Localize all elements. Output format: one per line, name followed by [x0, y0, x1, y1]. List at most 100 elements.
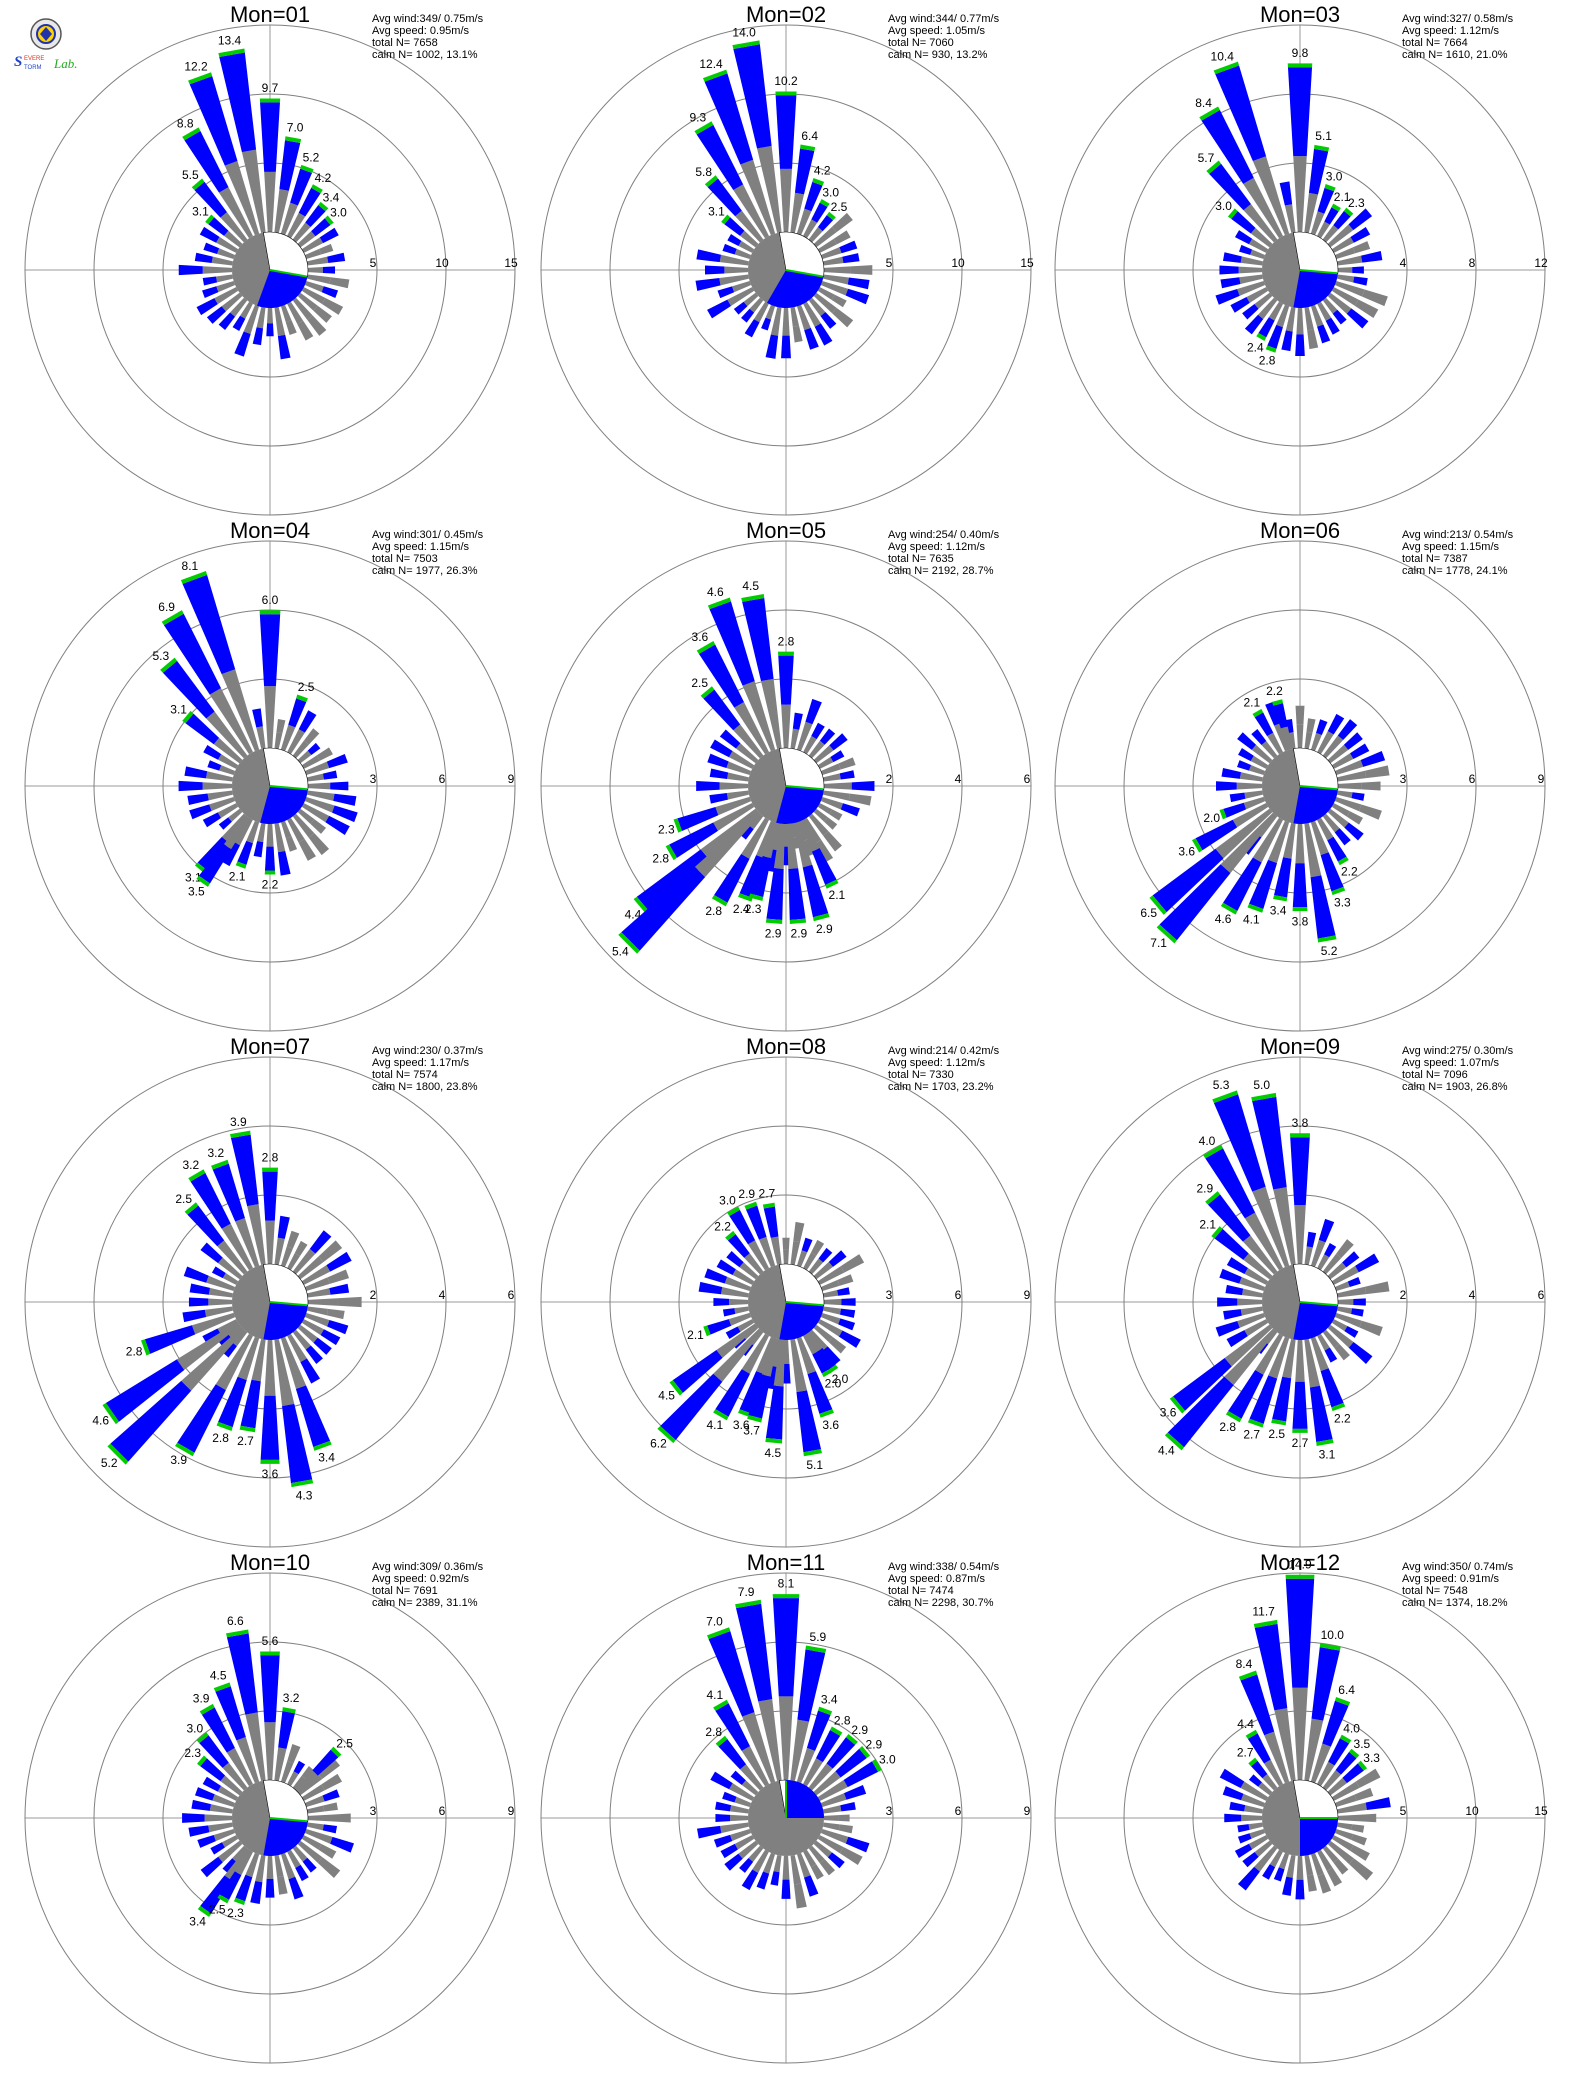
wind-bar-segment [233, 817, 253, 846]
bar-value-label: 2.3 [227, 1906, 244, 1920]
wind-bar-segment [710, 1771, 733, 1790]
wind-bar-segment [1274, 1708, 1296, 1782]
wind-bar-segment [1327, 744, 1349, 764]
wind-bar-segment [292, 1845, 308, 1862]
wind-bar-segment [814, 323, 833, 346]
wind-bar-segment [187, 793, 209, 806]
wind-bar-segment [742, 1712, 776, 1784]
wind-bar-segment [812, 913, 830, 922]
wind-bar-segment [297, 808, 315, 825]
wind-bar-segment [274, 189, 289, 234]
bar-value-label: 5.6 [262, 1634, 279, 1648]
wind-bar-segment [803, 1758, 823, 1787]
wind-bar-segment [1296, 724, 1304, 749]
bar-value-label: 3.4 [318, 1450, 335, 1464]
wind-bar-segment [657, 1426, 676, 1444]
wind-bar-segment [722, 1308, 736, 1317]
ring-tick-label: 6 [955, 1288, 962, 1302]
wind-bar-segment [1240, 1674, 1275, 1736]
wind-bar-segment [292, 813, 315, 838]
wind-bar-segment [240, 1379, 261, 1429]
stats-line: calm N= 2298, 30.7% [888, 1597, 994, 1609]
wind-bar-segment [1354, 299, 1379, 319]
wind-bar-segment [839, 240, 858, 254]
wind-bar-segment [1225, 1411, 1242, 1423]
wind-bar-segment [811, 722, 825, 740]
bar-value-label: 3.1 [192, 205, 209, 219]
wind-bar-segment [1268, 820, 1290, 864]
wind-rose-chart: 5 10 15 2.7 4.4 8.4 11.7 14.9 10.0 6.4 4.03.53.3 Mo… [1054, 1550, 1548, 2064]
wind-bar-segment [1251, 729, 1267, 746]
wind-bar-segment [796, 1390, 822, 1453]
wind-bar-segment [1317, 187, 1335, 214]
wind-bar-segment [1327, 808, 1349, 828]
wind-bar-segment [820, 1793, 847, 1808]
wind-bar-segment [752, 1849, 769, 1873]
wind-bar-segment [255, 1854, 266, 1883]
bar-value-label: 2.8 [705, 904, 722, 918]
wind-bar-segment [738, 1840, 759, 1859]
wind-bar-segment [306, 1805, 325, 1814]
wind-bar-segment [208, 1287, 234, 1298]
wind-rose-chart: 2 4 6 2.5 3.2 3.2 3.9 2.8 2.8 4.6 5.2 3.9 2.8 2.7 3.6 4… [24, 1034, 516, 1548]
wind-bar-segment [260, 1655, 280, 1723]
wind-bar-segment [845, 288, 870, 305]
bar-value-label: 2.8 [212, 1431, 229, 1445]
wind-bar-segment [297, 231, 316, 248]
bar-value-label: 8.4 [1236, 1657, 1253, 1671]
wind-rose-chart: 2 4 6 2.1 2.9 4.0 5.3 5.0 3.8 3.6 4.4 2.8 2.7 2.5 2.7 3… [1054, 1034, 1546, 1548]
wind-bar-segment [260, 1395, 280, 1460]
wind-bar-segment [748, 1845, 764, 1862]
range-ring [93, 1125, 447, 1479]
wind-bar-segment [739, 855, 765, 898]
wind-bar-segment [1304, 731, 1313, 750]
bar-value-label: 7.9 [738, 1585, 755, 1599]
wind-bar-segment [813, 1261, 833, 1280]
wind-bar-segment [1273, 895, 1288, 902]
wind-bar-segment [1273, 703, 1288, 729]
wind-bar-segment [1220, 812, 1277, 874]
wind-bar-segment [296, 694, 308, 703]
stats-line: total N= 7658 [372, 37, 438, 49]
ring-tick-label: 10 [435, 256, 449, 270]
wind-bar-segment [813, 1840, 833, 1858]
wind-bar-segment [306, 256, 329, 266]
wind-bar-segment [1213, 61, 1240, 75]
wind-bar-segment [738, 893, 753, 902]
bar-value-label: 2.1 [229, 869, 246, 883]
wind-bar-segment [1252, 1096, 1287, 1190]
wind-bar-segment [232, 1329, 248, 1347]
wind-bar-segment [823, 266, 851, 274]
wind-bar-segment [1337, 1814, 1359, 1822]
wind-bar-segment [223, 815, 251, 850]
wind-bar-segment [218, 1840, 243, 1863]
wind-bar-segment [761, 678, 782, 750]
wind-bar-segment [744, 319, 760, 338]
ring-tick-label: 6 [1469, 772, 1476, 786]
bar-value-label: 2.9 [816, 922, 833, 936]
wind-bar-segment [280, 202, 298, 236]
wind-bar-segment [750, 855, 772, 898]
wind-bar-segment [728, 751, 755, 769]
wind-bar-segment [765, 1385, 784, 1440]
wind-bar-segment [224, 230, 243, 248]
bar-value-label: 4.1 [707, 1688, 724, 1702]
wind-bar-segment [1243, 796, 1266, 810]
wind-bar-segment [239, 1425, 256, 1433]
wind-bar-segment [757, 145, 782, 234]
wind-bar-segment [1292, 907, 1308, 912]
bar-value-label: 3.0 [719, 1194, 736, 1208]
wind-bar-segment [321, 1773, 343, 1791]
bar-value-label: 8.4 [1195, 96, 1212, 110]
wind-bar-segment [160, 657, 178, 673]
wind-bar-segment [188, 1169, 206, 1182]
wind-bar-segment [1199, 106, 1220, 121]
wind-bar-segment [1221, 767, 1242, 779]
bar-value-label: 3.4 [821, 1692, 838, 1706]
wind-bar-segment [206, 711, 248, 759]
wind-bar-segment [770, 1871, 780, 1886]
wind-bar-segment [823, 831, 842, 852]
wind-bar-segment [761, 317, 772, 331]
wind-rose-chart: 2 4 62.53.64.6 4.52.82.32.84.45.42.8 2.42.32… [540, 518, 1032, 1032]
wind-bar-segment [1334, 1343, 1350, 1361]
